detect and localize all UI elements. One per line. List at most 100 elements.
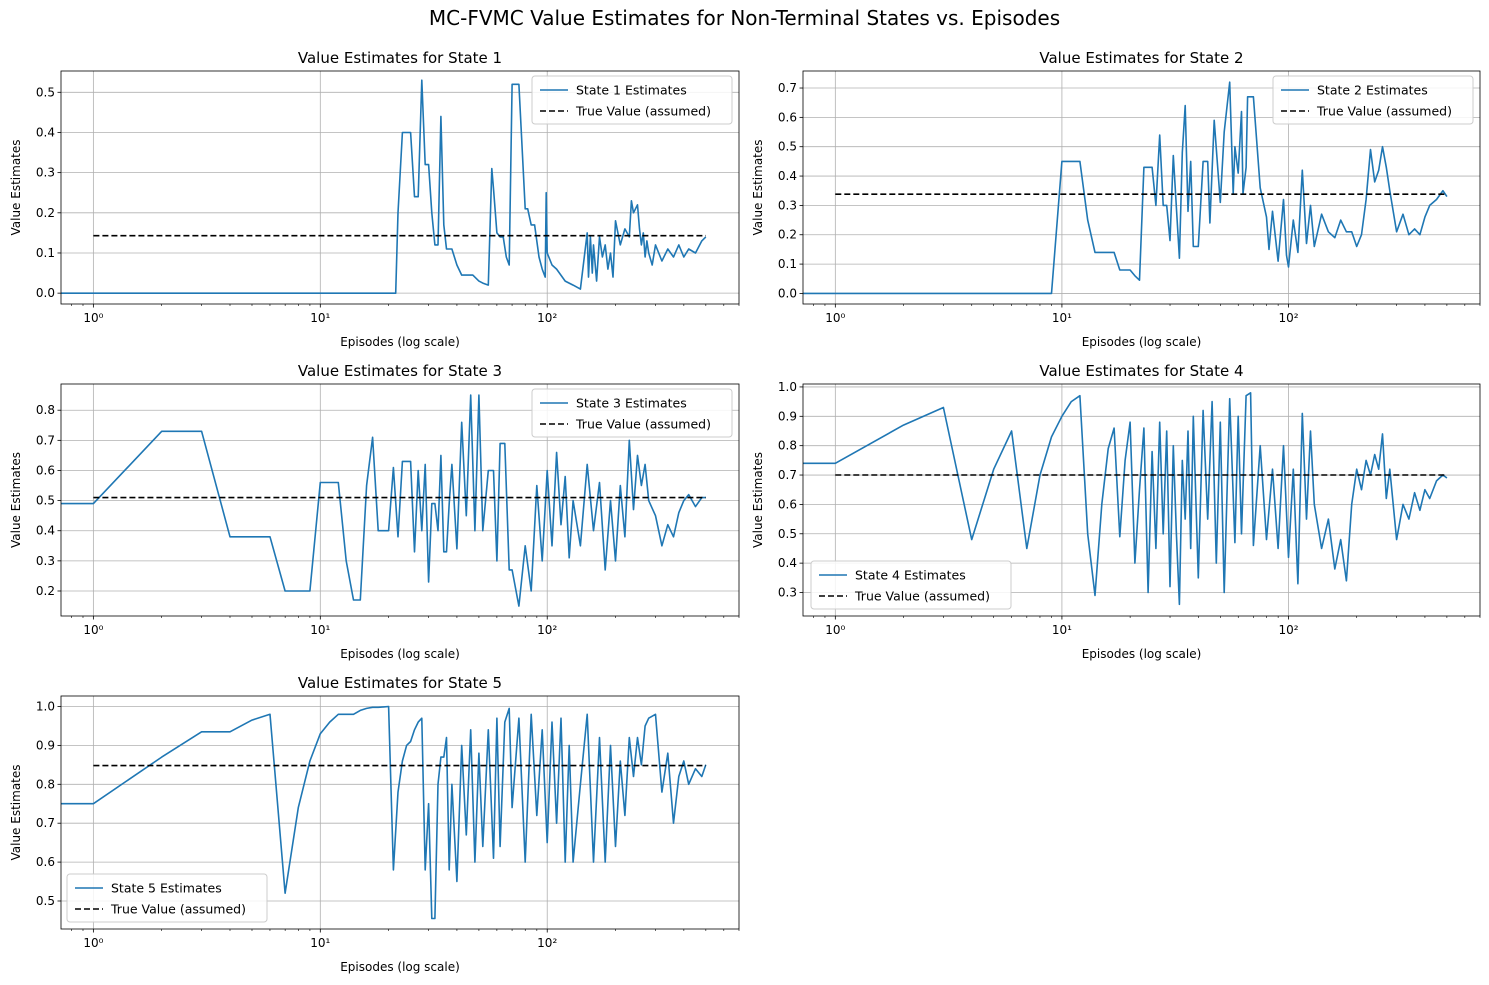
x-tick-label: 10²	[537, 623, 557, 637]
y-tick-label: 0.5	[778, 140, 797, 154]
y-axis-label: Value Estimates	[9, 764, 23, 860]
x-axis-label: Episodes (log scale)	[340, 960, 460, 974]
y-axis-label: Value Estimates	[751, 452, 765, 548]
y-tick-label: 0.8	[778, 439, 797, 453]
estimate-series-line	[61, 394, 706, 607]
y-tick-label: 0.8	[36, 403, 55, 417]
axes-frame	[802, 383, 1481, 617]
x-axis-label: Episodes (log scale)	[1082, 335, 1202, 349]
legend-label: True Value (assumed)	[575, 417, 711, 432]
y-tick-label: 0.8	[36, 777, 55, 791]
chart-panel-4: 10⁰ 10¹ 10² 0.3 0.4 0.5 0.6 0.7 0.8 0.9 1.0 Value E…	[751, 362, 1481, 661]
chart-panel-2: 10⁰ 10¹ 10² 0.0 0.1 0.2 0.3 0.4 0.5 0.6 0.7 Value E…	[751, 49, 1481, 349]
y-tick-label: 1.0	[778, 380, 797, 394]
estimate-series-line	[61, 79, 707, 295]
legend: State 5 Estimates True Value (assumed)	[66, 873, 268, 923]
y-tick-label: 0.7	[778, 81, 797, 95]
legend: State 2 Estimates True Value (assumed)	[1272, 75, 1474, 125]
x-tick-label: 10²	[537, 311, 557, 325]
legend-box	[531, 388, 733, 438]
x-axis-label: Episodes (log scale)	[1082, 647, 1202, 661]
panel-title: Value Estimates for State 3	[298, 362, 502, 380]
y-tick-label: 0.5	[36, 494, 55, 508]
estimate-series-line	[61, 705, 707, 920]
y-tick-label: 0.9	[778, 409, 797, 423]
y-tick-label: 0.3	[36, 554, 55, 568]
y-tick-label: 0.7	[36, 816, 55, 830]
y-tick-label: 0.4	[36, 125, 55, 139]
y-tick-label: 0.7	[778, 468, 797, 482]
y-axis-label: Value Estimates	[9, 139, 23, 235]
axes-frame	[60, 383, 740, 617]
y-tick-label: 0.6	[36, 463, 55, 477]
legend-label: True Value (assumed)	[575, 104, 711, 119]
y-tick-label: 0.2	[778, 228, 797, 242]
x-tick-label: 10²	[537, 936, 557, 950]
y-tick-label: 0.3	[778, 586, 797, 600]
plot-area-5	[61, 705, 707, 920]
x-tick-label: 10¹	[1052, 311, 1072, 325]
legend: State 4 Estimates True Value (assumed)	[810, 560, 1012, 610]
x-tick-label: 10⁰	[83, 623, 103, 637]
y-tick-label: 0.1	[36, 246, 55, 260]
x-axis-label: Episodes (log scale)	[340, 647, 460, 661]
figure-title: MC-FVMC Value Estimates for Non-Terminal…	[428, 6, 1061, 30]
y-tick-label: 0.3	[778, 198, 797, 212]
legend: State 1 Estimates True Value (assumed)	[531, 75, 733, 125]
y-tick-label: 0.9	[36, 738, 55, 752]
y-tick-label: 0.4	[778, 556, 797, 570]
x-tick-label: 10¹	[310, 311, 330, 325]
estimate-series-line	[803, 391, 1448, 606]
legend-box	[66, 873, 268, 923]
y-tick-label: 0.4	[778, 169, 797, 183]
y-tick-label: 0.6	[36, 855, 55, 869]
panel-title: Value Estimates for State 1	[298, 49, 502, 67]
axes-frame	[60, 70, 740, 305]
legend-label: State 4 Estimates	[855, 568, 966, 583]
x-axis-label: Episodes (log scale)	[340, 335, 460, 349]
y-axis-label: Value Estimates	[9, 452, 23, 548]
y-tick-label: 0.0	[778, 286, 797, 300]
legend-box	[1272, 75, 1474, 125]
plot-area-1	[61, 79, 707, 295]
y-tick-label: 0.4	[36, 524, 55, 538]
y-tick-label: 0.6	[778, 497, 797, 511]
x-tick-label: 10¹	[1052, 623, 1072, 637]
legend-label: True Value (assumed)	[110, 902, 246, 917]
y-tick-label: 0.5	[36, 894, 55, 908]
legend-label: State 3 Estimates	[576, 396, 687, 411]
legend-label: True Value (assumed)	[1316, 104, 1452, 119]
legend-box	[531, 75, 733, 125]
chart-panel-1: 10⁰ 10¹ 10² 0.0 0.1 0.2 0.3 0.4 0.5 Value Estimat…	[9, 49, 740, 349]
y-axis-label: Value Estimates	[751, 139, 765, 235]
panel-title: Value Estimates for State 4	[1039, 362, 1243, 380]
estimate-series-line	[803, 81, 1448, 295]
panel-title: Value Estimates for State 5	[298, 674, 502, 692]
plot-area-2	[803, 81, 1448, 295]
axes-frame	[802, 70, 1481, 305]
legend-box	[810, 560, 1012, 610]
legend-label: State 1 Estimates	[576, 83, 687, 98]
y-tick-label: 0.3	[36, 166, 55, 180]
panel-title: Value Estimates for State 2	[1039, 49, 1243, 67]
x-tick-label: 10²	[1278, 623, 1298, 637]
legend-label: State 5 Estimates	[111, 881, 222, 896]
x-tick-label: 10⁰	[83, 311, 103, 325]
x-tick-label: 10⁰	[825, 623, 845, 637]
y-tick-label: 0.2	[36, 206, 55, 220]
x-tick-label: 10⁰	[83, 936, 103, 950]
chart-panel-5: 10⁰ 10¹ 10² 0.5 0.6 0.7 0.8 0.9 1.0 Value Estimat…	[9, 674, 740, 974]
y-tick-label: 0.7	[36, 433, 55, 447]
x-tick-label: 10⁰	[825, 311, 845, 325]
y-tick-label: 0.2	[36, 584, 55, 598]
x-tick-label: 10¹	[310, 623, 330, 637]
plot-area-3	[61, 394, 706, 607]
y-tick-label: 0.5	[36, 85, 55, 99]
y-tick-label: 0.6	[778, 110, 797, 124]
y-tick-label: 0.5	[778, 527, 797, 541]
legend-label: State 2 Estimates	[1317, 83, 1428, 98]
plot-area-4	[803, 391, 1448, 606]
chart-panel-3: 10⁰ 10¹ 10² 0.2 0.3 0.4 0.5 0.6 0.7 0.8 Value Esti…	[9, 362, 740, 661]
axes-frame	[60, 695, 740, 930]
